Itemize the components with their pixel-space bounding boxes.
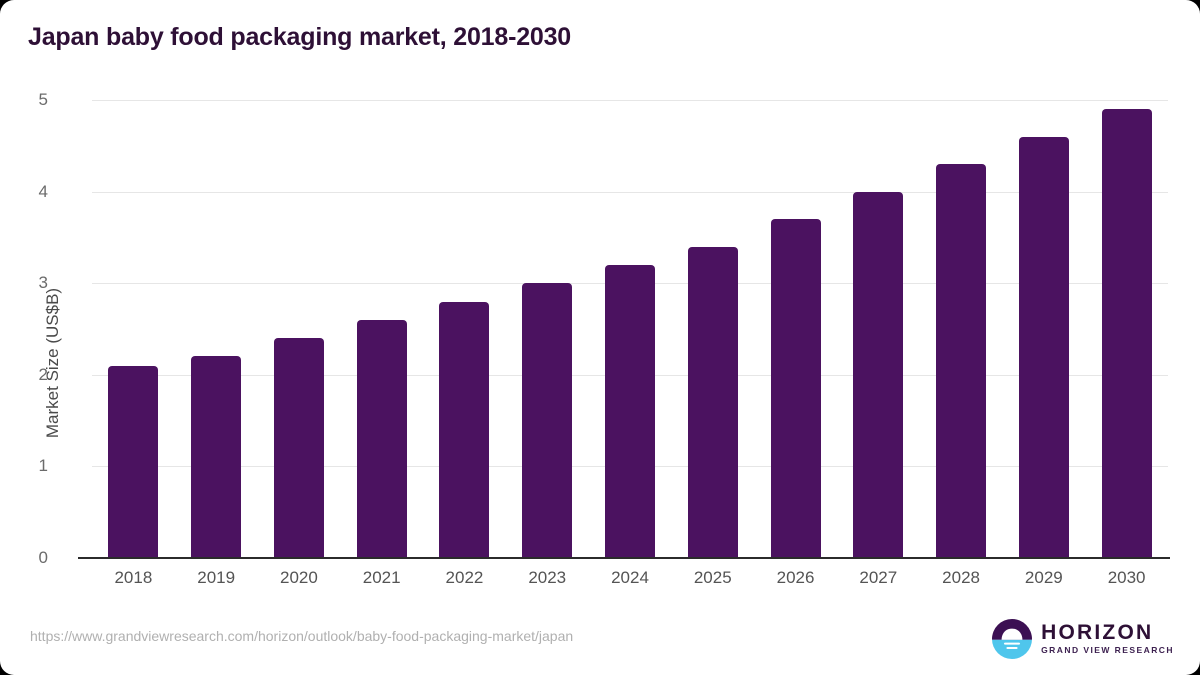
- x-axis-tick-label: 2025: [693, 568, 732, 587]
- y-axis-tick-label: 0: [38, 548, 48, 567]
- x-axis-tick-label: 2020: [280, 568, 318, 587]
- bar[interactable]: [687, 246, 738, 558]
- y-axis-tick-label: 3: [38, 273, 48, 293]
- bar-slot: [340, 100, 423, 558]
- bar-slot: [837, 100, 920, 558]
- y-axis-tick-label: 2: [38, 364, 48, 384]
- bar-slot: [754, 100, 837, 558]
- y-axis-tick-label: 4: [38, 181, 48, 201]
- bar-slot: [920, 100, 1003, 558]
- x-axis-tick-label: 2021: [362, 568, 401, 587]
- page-title: Japan baby food packaging market, 2018-2…: [28, 23, 572, 51]
- horizon-logo[interactable]: HORIZON GRAND VIEW RESEARCH: [992, 617, 1174, 661]
- bar[interactable]: [273, 338, 324, 558]
- bar[interactable]: [439, 301, 490, 558]
- x-axis-line: [78, 557, 1170, 559]
- bar[interactable]: [853, 191, 904, 558]
- x-axis-tick-label: 2028: [942, 568, 980, 587]
- x-axis-tick-label: 2029: [1024, 568, 1063, 587]
- bar[interactable]: [936, 164, 987, 558]
- bar[interactable]: [522, 283, 573, 558]
- bar-slot: [423, 100, 506, 558]
- logo-tagline: GRAND VIEW RESEARCH: [1041, 645, 1174, 656]
- logo-text: HORIZON GRAND VIEW RESEARCH: [1041, 621, 1174, 656]
- y-axis-label-wrapper: Market Size (US$B): [20, 100, 62, 558]
- bar[interactable]: [108, 365, 159, 558]
- bar-slot: [589, 100, 672, 558]
- gridline: [92, 100, 1168, 101]
- bar[interactable]: [356, 319, 407, 558]
- x-axis-tick-label: 2019: [197, 568, 236, 587]
- x-axis-tick-label: 2024: [611, 568, 649, 587]
- bar-slot: [258, 100, 341, 558]
- x-axis-tick-label: 2027: [859, 568, 898, 587]
- x-axis-tick-label: 2026: [776, 568, 815, 587]
- x-axis-tick-label: 2022: [445, 568, 484, 587]
- bar[interactable]: [770, 219, 821, 558]
- bar-slot: [1085, 100, 1168, 558]
- gridline: [92, 191, 1168, 193]
- y-axis-tick-label: 1: [38, 456, 48, 476]
- y-axis-label: Market Size (US$B): [43, 287, 62, 439]
- bar-slot: [506, 100, 589, 558]
- bar-slot: [92, 100, 175, 558]
- x-axis-tick-label: 2023: [528, 568, 567, 587]
- horizon-sunset-circle-icon: [992, 619, 1033, 659]
- bar[interactable]: [1101, 109, 1152, 558]
- source-url[interactable]: https://www.grandviewresearch.com/horizo…: [30, 628, 574, 644]
- bar-slot: [1002, 100, 1085, 558]
- bar-slot: [671, 100, 754, 558]
- x-axis-tick-label: 2030: [1107, 568, 1146, 587]
- bar-slot: [175, 100, 258, 558]
- bar[interactable]: [191, 356, 242, 558]
- x-axis-tick-label: 2018: [114, 568, 153, 587]
- plot-area: 0 1 2 3 4 5 2018 2019 2020 2021 2022 2023 2024 2025 2…: [39, 90, 1168, 587]
- logo-wordmark: HORIZON: [1041, 621, 1154, 645]
- bar[interactable]: [604, 264, 655, 558]
- y-axis-tick-label: 5: [38, 90, 48, 109]
- bar[interactable]: [1018, 136, 1069, 558]
